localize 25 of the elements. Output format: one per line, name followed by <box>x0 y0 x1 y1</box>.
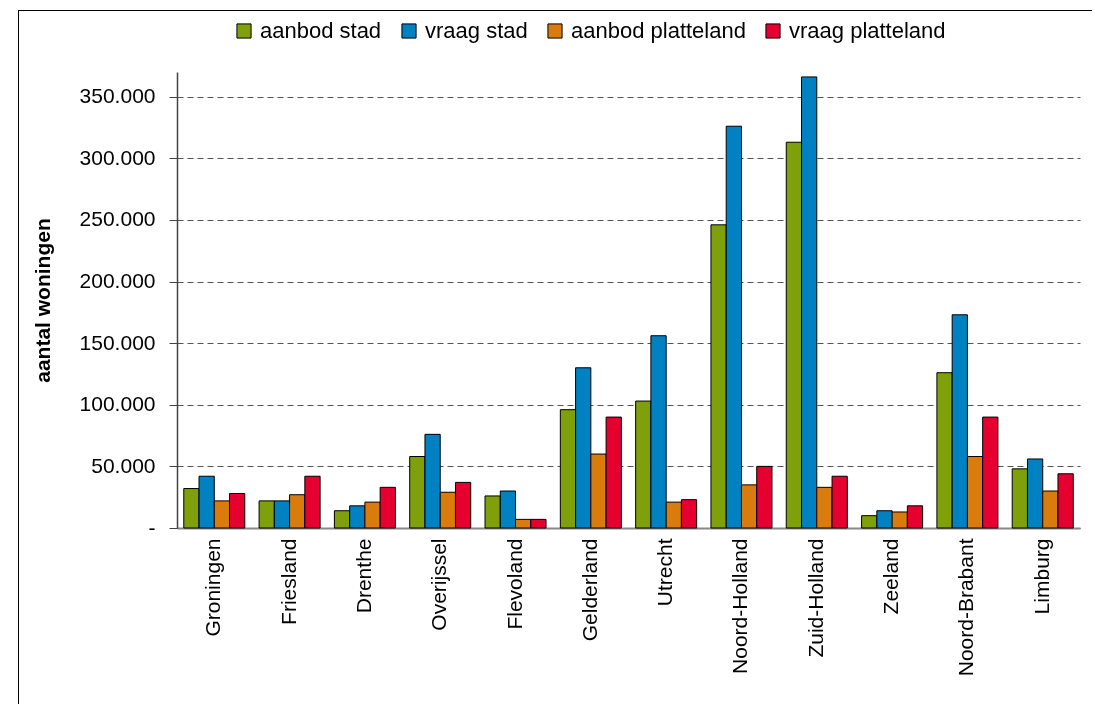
legend-label: aanbod platteland <box>571 18 746 43</box>
y-tick-label: 100.000 <box>79 392 156 416</box>
x-tick-label: Gelderland <box>577 538 601 642</box>
y-tick-label: 250.000 <box>79 207 156 231</box>
y-tick-label: 50.000 <box>91 453 156 477</box>
legend-label: vraag platteland <box>789 18 946 43</box>
x-tick-label: Flevoland <box>502 538 526 630</box>
x-tick-label: Zuid-Holland <box>803 538 827 658</box>
y-tick-label: 300.000 <box>79 145 156 169</box>
x-tick-label: Noord-Holland <box>728 538 752 674</box>
x-tick-label: Groningen <box>201 538 225 637</box>
x-tick-label: Overijssel <box>427 538 451 631</box>
legend-label: vraag stad <box>425 18 528 43</box>
legend-label: aanbod stad <box>260 18 382 43</box>
x-tick-label: Friesland <box>276 538 300 625</box>
y-tick-label: 200.000 <box>79 269 156 293</box>
x-tick-label: Noord-Brabant <box>954 538 978 677</box>
y-tick-label: 150.000 <box>79 330 156 354</box>
x-tick-label: Drenthe <box>351 538 375 614</box>
y-tick-label: - <box>148 515 156 539</box>
x-tick-label: Limburg <box>1029 538 1053 615</box>
x-tick-label: Utrecht <box>653 538 677 607</box>
y-axis-title: aantal woningen <box>30 218 54 383</box>
y-tick-label: 350.000 <box>79 84 156 108</box>
x-tick-label: Zeeland <box>879 538 903 615</box>
